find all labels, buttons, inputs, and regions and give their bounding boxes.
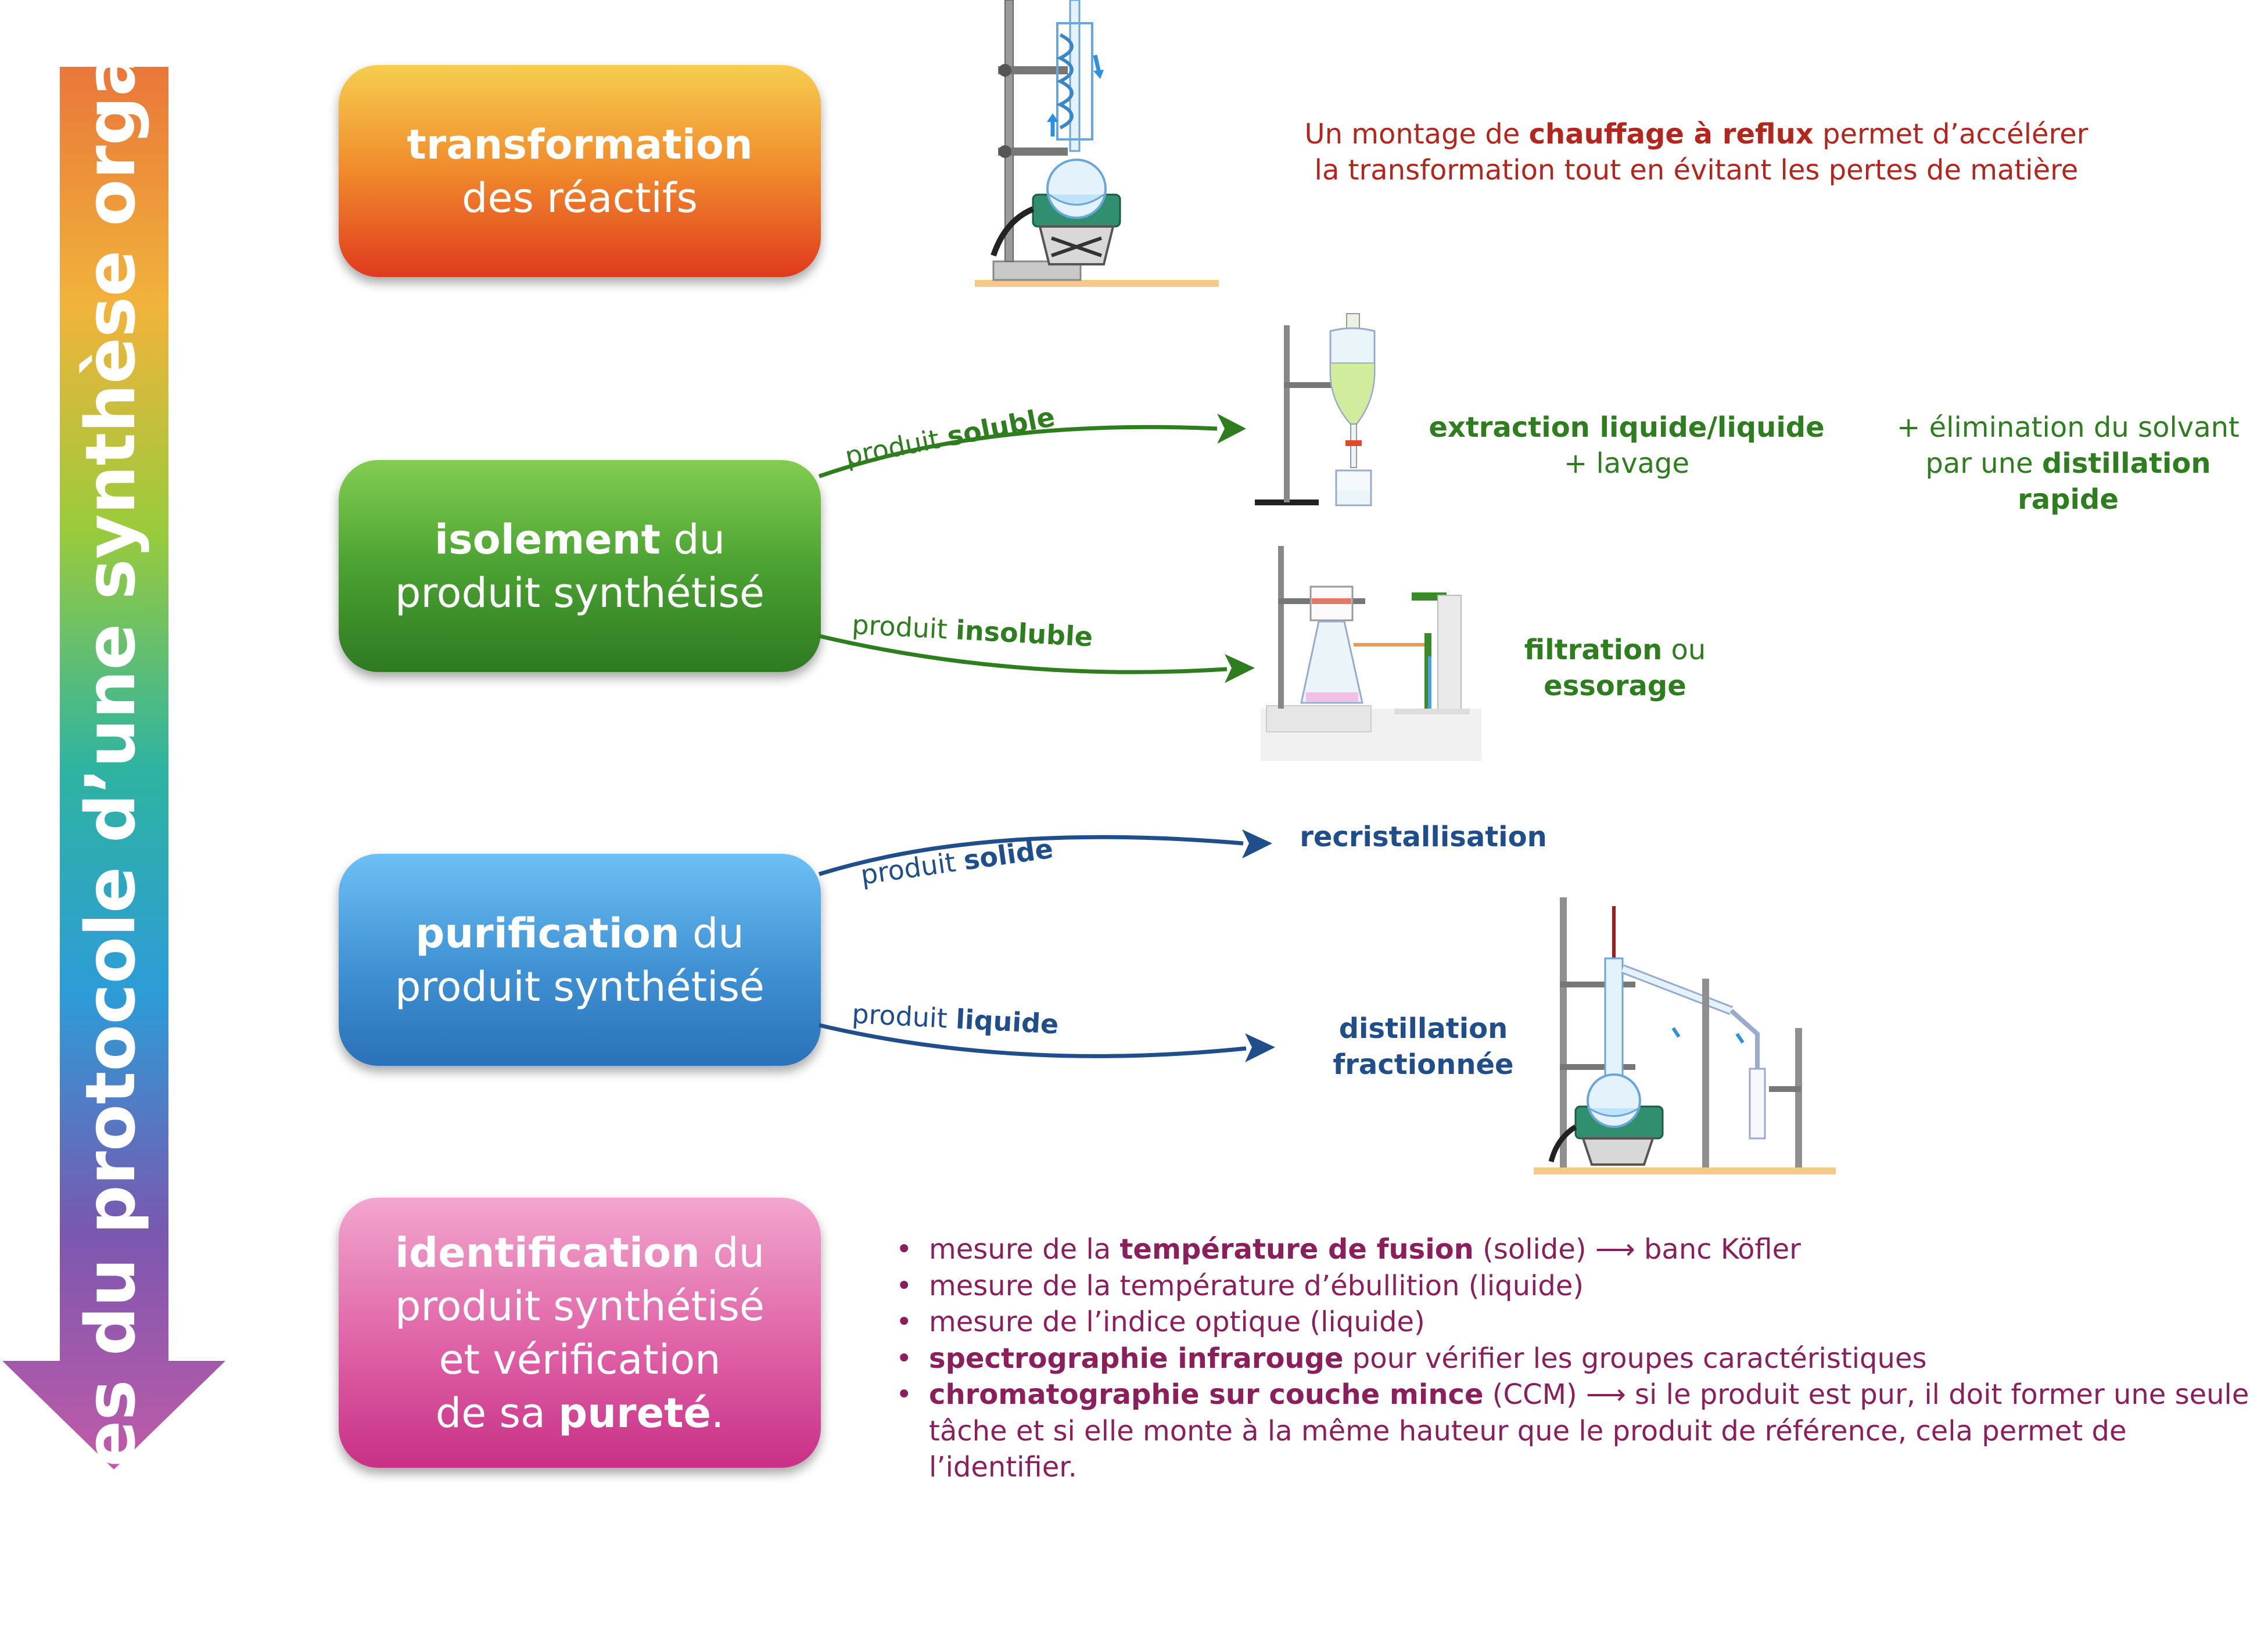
identification-item-3-post: pour vérifier les groupes caractéristiqu… [1343, 1342, 1927, 1375]
reflux-note-post: permet d’accélérer [1813, 118, 2088, 150]
separatory-funnel-illustration [1255, 313, 1376, 506]
stage-identification-line3: et vérification [439, 1335, 721, 1384]
identification-item-1-pre: mesure de la température d’ébullition (l… [929, 1269, 1584, 1302]
identification-item-2-pre: mesure de l’indice optique (liquide) [929, 1306, 1425, 1338]
extraction-line1: extraction liquide/liquide [1429, 411, 1825, 444]
extraction-method: extraction liquide/liquide + lavage [1418, 409, 1836, 482]
identification-list: mesure de la température de fusion (soli… [896, 1231, 2268, 1486]
identification-item-0-pre: mesure de la [929, 1233, 1120, 1266]
label-insoluble-word: produit [851, 609, 957, 646]
arrow-liquide-head [1245, 1033, 1275, 1062]
filtration-bold1: filtration [1524, 634, 1663, 666]
elimination-line2-pre: par une [1925, 447, 2042, 480]
stage-isolement-line2: produit synthétisé [394, 569, 765, 617]
stage-identification-line4-bold: pureté [558, 1389, 711, 1437]
extraction-line2: + lavage [1563, 447, 1690, 480]
arrow-solide-head [1242, 829, 1272, 858]
side-arrow-shape [2, 67, 225, 1469]
identification-item-4-line2: tâche et si elle monte à la même hauteur… [929, 1414, 2127, 1484]
stage-purification-rest: du [679, 909, 744, 957]
stage-isolement: isolement du produit synthétisé [339, 460, 821, 672]
label-liquide-bold: liquide [954, 1003, 1060, 1040]
branch-arrows [818, 414, 1275, 1062]
distillation-method: distillation fractionnée [1307, 1011, 1539, 1083]
filtration-rest1: ou [1662, 634, 1706, 666]
stage-identification-rest: du [699, 1228, 765, 1277]
arrow-solide [818, 835, 1244, 876]
identification-item-0-post: (solide) ⟶ banc Köfler [1473, 1233, 1801, 1266]
identification-item: mesure de la température de fusion (soli… [896, 1231, 2268, 1268]
arrow-liquide [819, 1023, 1247, 1058]
arrow-insoluble [819, 634, 1228, 674]
filtration-bold2: essorage [1544, 670, 1686, 702]
reflux-note-pre: Un montage de [1304, 118, 1529, 150]
stage-purification-line2: produit synthétisé [394, 962, 765, 1011]
fractional-distillation-illustration [1534, 897, 1836, 1174]
reflux-note: Un montage de chauffage à reflux permet … [1266, 116, 2126, 188]
filtration-method: filtration ou essorage [1499, 632, 1731, 704]
identification-item-4-bold: chromatographie sur couche mince [929, 1378, 1484, 1411]
stage-isolement-bold: isolement [435, 515, 661, 563]
stage-identification-line4-post: . [711, 1389, 724, 1437]
stage-transformation-line2: des réactifs [462, 174, 698, 222]
identification-item: mesure de la température d’ébullition (l… [896, 1268, 2268, 1305]
stage-purification-bold: purification [415, 909, 680, 957]
arrow-soluble-head [1217, 414, 1246, 444]
reflux-note-bold: chauffage à reflux [1528, 118, 1814, 150]
side-arrow [2, 67, 225, 1469]
stage-identification: identification du produit synthétisé et … [339, 1198, 821, 1468]
stage-purification: purification du produit synthétisé [339, 854, 821, 1066]
stage-identification-line4-pre: de sa [435, 1389, 559, 1437]
distillation-line1: distillation [1338, 1012, 1508, 1045]
elimination-solvant: + élimination du solvant par une distill… [1876, 409, 2260, 518]
identification-item-0-bold: température de fusion [1119, 1233, 1474, 1266]
reflux-apparatus-illustration [975, 0, 1219, 287]
stage-transformation: transformation des réactifs [339, 65, 821, 277]
identification-item-4-post: (CCM) ⟶ si le produit est pur, il doit f… [1483, 1378, 2249, 1411]
filtration-illustration [1261, 546, 1481, 761]
label-liquide-word: produit [851, 998, 957, 1035]
stage-isolement-rest: du [660, 515, 725, 563]
identification-item: chromatographie sur couche mince (CCM) ⟶… [896, 1377, 2268, 1486]
arrow-insoluble-head [1225, 654, 1255, 683]
elimination-line2-bold: distillation rapide [2018, 447, 2211, 516]
elimination-line1: + élimination du solvant [1897, 411, 2240, 444]
arrow-soluble [818, 425, 1218, 479]
identification-item-3-bold: spectrographie infrarouge [929, 1342, 1344, 1375]
distillation-line2: fractionnée [1333, 1048, 1514, 1081]
identification-item: mesure de l’indice optique (liquide) [896, 1304, 2268, 1341]
reflux-note-line2: la transformation tout en évitant les pe… [1314, 154, 2079, 186]
stage-identification-line2: produit synthétisé [394, 1282, 765, 1330]
recristallisation-method: recristallisation [1300, 821, 1547, 853]
stage-transformation-bold: transformation [407, 120, 753, 168]
identification-item: spectrographie infrarouge pour vérifier … [896, 1341, 2268, 1377]
stage-identification-bold: identification [395, 1228, 700, 1277]
